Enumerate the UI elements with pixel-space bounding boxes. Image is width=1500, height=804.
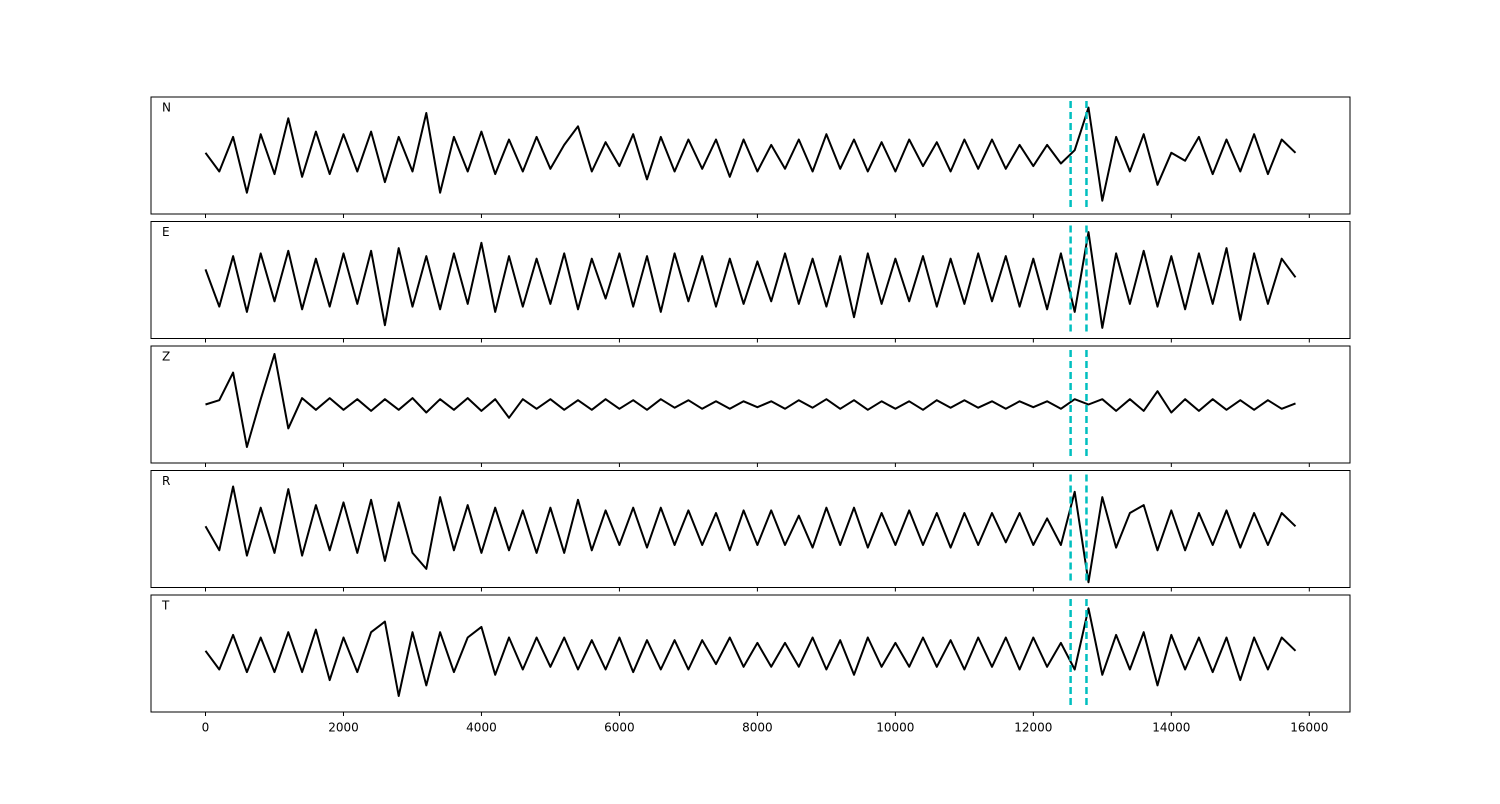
trace — [204, 231, 1297, 329]
panel-label: E — [162, 225, 170, 239]
panel-frame — [150, 221, 1351, 339]
panel-frame — [150, 96, 1351, 215]
panel-frame — [150, 470, 1351, 588]
panel-frame — [150, 594, 1351, 713]
x-tick-label: 0 — [202, 721, 210, 735]
trace — [204, 607, 1297, 697]
x-tick-label: 12000 — [1014, 721, 1052, 735]
panel-label: T — [161, 599, 170, 613]
x-tick-label: 10000 — [876, 721, 914, 735]
trace — [204, 485, 1297, 584]
x-tick-label: 14000 — [1152, 721, 1190, 735]
x-tick-label: 4000 — [466, 721, 497, 735]
trace — [205, 353, 1296, 448]
x-tick-label: 8000 — [742, 721, 773, 735]
x-tick-label: 16000 — [1290, 721, 1328, 735]
trace — [204, 106, 1297, 202]
panel-label: N — [162, 101, 171, 115]
x-tick-label: 2000 — [328, 721, 359, 735]
panel-label: Z — [162, 350, 170, 364]
panel-frame — [150, 345, 1351, 464]
panel-label: R — [162, 474, 170, 488]
x-tick-label: 6000 — [604, 721, 635, 735]
